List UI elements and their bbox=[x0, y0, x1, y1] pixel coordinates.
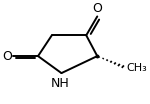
Text: NH: NH bbox=[51, 77, 69, 90]
Text: O: O bbox=[92, 2, 102, 15]
Text: CH₃: CH₃ bbox=[126, 63, 147, 73]
Text: O: O bbox=[2, 50, 12, 63]
